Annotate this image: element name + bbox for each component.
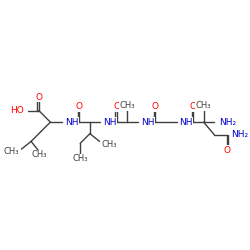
Text: NH: NH xyxy=(141,118,154,126)
Text: O: O xyxy=(113,102,120,111)
Text: O: O xyxy=(223,146,230,154)
Text: O: O xyxy=(76,102,83,111)
Text: CH₃: CH₃ xyxy=(196,101,211,110)
Text: NH: NH xyxy=(65,118,78,126)
Text: NH: NH xyxy=(180,118,193,126)
Text: CH₃: CH₃ xyxy=(120,101,135,110)
Text: NH₂: NH₂ xyxy=(219,118,236,126)
Text: O: O xyxy=(35,92,42,102)
Text: NH₂: NH₂ xyxy=(232,130,249,139)
Text: CH₃: CH₃ xyxy=(102,140,117,149)
Text: O: O xyxy=(152,102,159,111)
Text: CH₃: CH₃ xyxy=(31,150,46,160)
Text: CH₃: CH₃ xyxy=(72,154,88,163)
Text: CH₃: CH₃ xyxy=(3,146,18,156)
Text: O: O xyxy=(190,102,196,111)
Text: NH: NH xyxy=(103,118,117,126)
Text: HO: HO xyxy=(10,106,24,115)
